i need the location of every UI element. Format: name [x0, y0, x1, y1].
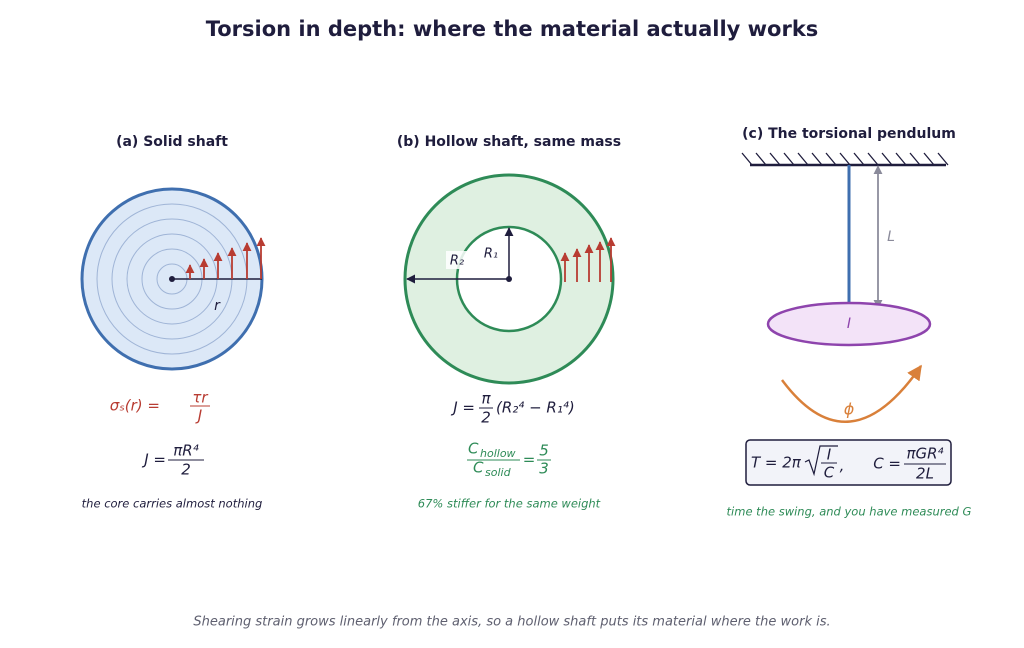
formula-text: I [827, 446, 832, 464]
formula-text: 5 [539, 442, 549, 460]
formula-text: 2 [181, 461, 191, 479]
label: I [847, 316, 851, 332]
formula-text: C [473, 459, 484, 477]
caption: time the swing, and you have measured G [727, 505, 972, 519]
label: R₂ [450, 254, 464, 269]
formula-text: (R₂⁴ − R₁⁴) [496, 399, 575, 417]
formula-text: πGR⁴ [906, 445, 943, 463]
panel-title: (b) Hollow shaft, same mass [397, 134, 621, 150]
solid-shaft [80, 187, 266, 371]
formula-text: πR⁴ [173, 442, 198, 460]
formula-text: solid [485, 466, 512, 479]
formula: C hollow C solid = 5 3 [467, 440, 551, 479]
label: ϕ [844, 400, 855, 419]
formula-text: C [824, 464, 835, 482]
formula-text: 2L [916, 465, 934, 483]
formula: T = 2π I C , C = πGR⁴ 2L [751, 445, 946, 483]
caption: the core carries almost nothing [82, 497, 263, 511]
formula-text: J = [141, 451, 166, 469]
hollow-shaft [403, 173, 616, 385]
label: r [214, 298, 221, 314]
formula-box [745, 439, 952, 486]
formula-text: , [840, 457, 845, 475]
formula: J = π 2 (R₂⁴ − R₁⁴) [450, 390, 574, 427]
formula-text: J [195, 407, 202, 425]
formula-text: J = [450, 399, 475, 417]
formula-text: σₛ(r) = [110, 397, 160, 415]
pendulum [741, 152, 949, 423]
formula-text: T = 2π [751, 454, 802, 472]
formula-text: C = [873, 455, 901, 473]
formula-text: π [481, 390, 491, 408]
caption: 67% stiffer for the same weight [418, 497, 601, 511]
panel-title: (a) Solid shaft [116, 134, 228, 150]
label: R₁ [484, 247, 498, 262]
formula-text: = [523, 451, 536, 469]
formula-text: C [468, 440, 479, 458]
formula: J = πR⁴ 2 [141, 442, 204, 479]
formula-text: 3 [539, 460, 549, 478]
formula: σₛ(r) = τr J [110, 389, 210, 425]
label: L [887, 229, 895, 245]
formula-text: hollow [480, 447, 516, 460]
footer: Shearing strain grows linearly from the … [193, 615, 830, 630]
formula-text: 2 [481, 409, 491, 427]
title: Torsion in depth: where the material act… [206, 17, 819, 41]
panel-title: (c) The torsional pendulum [742, 126, 956, 142]
formula-text: τr [192, 389, 208, 407]
